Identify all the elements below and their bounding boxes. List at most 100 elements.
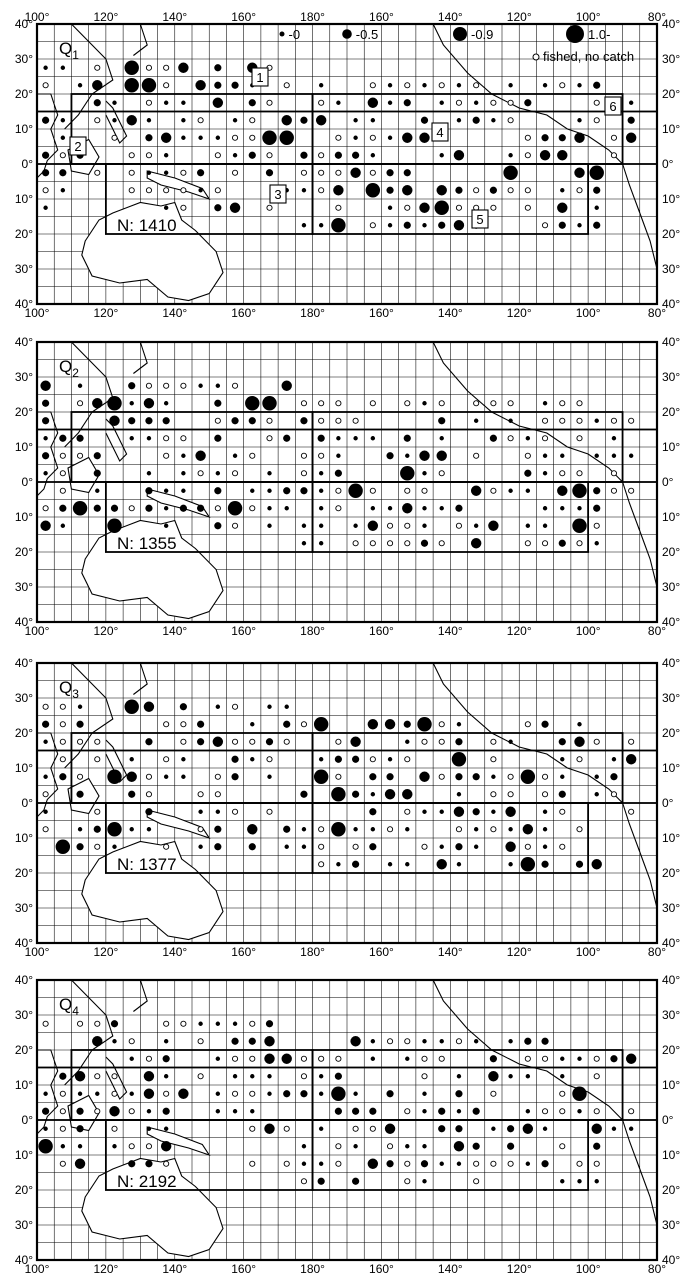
- catch-dot: [593, 221, 601, 229]
- map-panel-q2: 100° 120° 140° 160° 180° 160° 140° 120° 100° 80°4…: [15, 335, 681, 638]
- latitude-label: 30°: [15, 691, 33, 705]
- catch-dot: [231, 773, 239, 781]
- longitude-label: 180°: [300, 624, 325, 638]
- no-catch-dot: [628, 738, 635, 745]
- catch-dot: [128, 1160, 136, 1168]
- catch-dot: [369, 843, 377, 851]
- catch-dot: [542, 844, 548, 849]
- no-catch-dot: [145, 152, 152, 159]
- catch-dot: [198, 844, 203, 849]
- catch-dot: [525, 523, 531, 528]
- catch-dot: [198, 135, 203, 140]
- no-catch-dot: [266, 756, 273, 763]
- no-catch-dot: [507, 400, 514, 407]
- no-catch-dot: [542, 1108, 549, 1115]
- no-catch-dot: [352, 417, 359, 424]
- catch-dot: [522, 1123, 534, 1134]
- no-catch-dot: [438, 82, 445, 89]
- catch-dot: [179, 703, 187, 711]
- no-catch-dot: [542, 1055, 549, 1062]
- catch-dot: [557, 202, 568, 213]
- no-catch-dot: [628, 1108, 635, 1115]
- legend-no-catch-dot: [532, 53, 540, 61]
- latitude-label: 10°: [662, 831, 680, 845]
- catch-dot: [508, 827, 513, 832]
- catch-dot: [560, 757, 565, 762]
- longitude-label: 160°: [369, 1262, 394, 1276]
- no-catch-dot: [249, 1090, 256, 1097]
- catch-dot: [525, 488, 531, 493]
- longitude-labels: 100°100°120°120°140°140°160°160°180°180°…: [25, 10, 667, 320]
- area-boundaries: [36, 732, 658, 874]
- catch-dot: [313, 769, 329, 784]
- longitude-label: 80°: [648, 1262, 666, 1276]
- catch-dot: [42, 720, 50, 728]
- catch-dot: [232, 453, 238, 458]
- no-catch-dot: [163, 452, 170, 459]
- catch-dot: [92, 1036, 103, 1047]
- catch-dot: [124, 78, 139, 93]
- catch-dot: [77, 83, 83, 88]
- no-catch-dot: [266, 204, 273, 211]
- catch-dot: [370, 1056, 376, 1061]
- longitude-label: 160°: [369, 10, 394, 24]
- no-catch-dot: [542, 417, 549, 424]
- catch-dot: [577, 223, 582, 228]
- catch-dot: [300, 487, 308, 495]
- catch-dot: [593, 1142, 601, 1150]
- catch-dot: [488, 520, 499, 531]
- catch-dot: [473, 844, 479, 849]
- latitude-label: 40°: [15, 656, 33, 670]
- catch-dot: [163, 506, 169, 511]
- catch-dot: [525, 1109, 531, 1114]
- catch-dot: [112, 844, 117, 849]
- catch-dot: [455, 738, 463, 746]
- catch-dot: [162, 417, 170, 425]
- no-catch-dot: [249, 738, 256, 745]
- catch-dot: [195, 80, 206, 91]
- no-catch-dot: [214, 417, 221, 424]
- no-catch-dot: [455, 204, 462, 211]
- coastlines: [36, 979, 658, 1258]
- catch-dot: [367, 520, 379, 531]
- catch-dot: [143, 1071, 155, 1082]
- catch-dot: [77, 827, 83, 832]
- no-catch-dot: [42, 187, 49, 194]
- no-catch-dot: [490, 791, 497, 798]
- catch-dot: [43, 205, 48, 210]
- catch-dot: [594, 1179, 599, 1184]
- catch-dot: [181, 100, 186, 105]
- latitude-label: 20°: [662, 545, 680, 559]
- catch-dot: [264, 1053, 275, 1064]
- longitude-label: 120°: [507, 306, 532, 320]
- catch-dot: [422, 506, 427, 511]
- no-catch-dot: [490, 738, 497, 745]
- no-catch-dot: [197, 791, 204, 798]
- catch-dot: [109, 1106, 120, 1117]
- catch-dot: [112, 1039, 117, 1044]
- catch-dot: [422, 401, 427, 406]
- longitude-label: 120°: [507, 624, 532, 638]
- no-catch-dot: [507, 1160, 514, 1167]
- catch-dot: [267, 1074, 272, 1079]
- catch-dot: [422, 809, 427, 814]
- catch-dot: [436, 185, 447, 196]
- catch-dot: [318, 1126, 324, 1131]
- catch-dot: [42, 169, 50, 177]
- no-catch-dot: [576, 540, 583, 547]
- catch-dot: [93, 469, 101, 477]
- no-catch-dot: [163, 82, 170, 89]
- catch-dot: [422, 1109, 427, 1114]
- catch-dot: [387, 757, 393, 762]
- latitude-label: 40°: [662, 936, 680, 950]
- latitude-label: 0°: [22, 157, 34, 171]
- catch-dot: [541, 1160, 549, 1168]
- catch-dot: [301, 523, 307, 528]
- catch-dot: [353, 827, 358, 832]
- longitude-label: 140°: [438, 1262, 463, 1276]
- latitude-label: 0°: [662, 1113, 674, 1127]
- catch-dot: [283, 1090, 291, 1098]
- catch-dot: [331, 218, 346, 233]
- catch-dot: [145, 1160, 153, 1168]
- no-catch-dot: [593, 1160, 600, 1167]
